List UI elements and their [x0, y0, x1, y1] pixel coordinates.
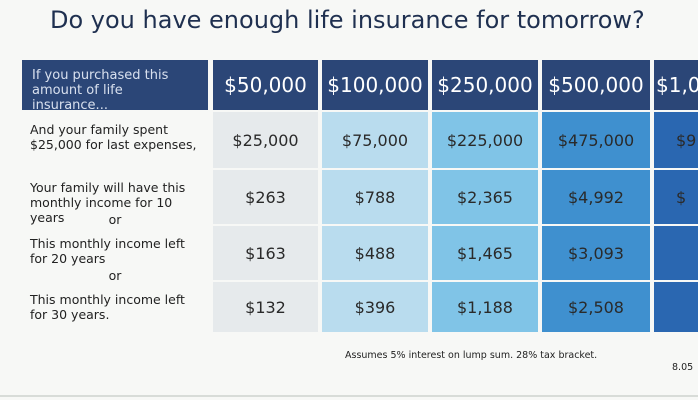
connector: or [108, 212, 122, 227]
row-label-line: monthly income for 10 years [30, 195, 173, 225]
cell: $396 [322, 282, 428, 332]
column-header: $500,000 [542, 60, 650, 110]
cell: $163 [213, 226, 318, 280]
cell: $75,000 [322, 112, 428, 168]
cell: $475,000 [542, 112, 650, 168]
header-label: If you purchased this amount of life insu… [22, 60, 208, 113]
bottom-rule [0, 395, 698, 397]
cell: $2,508 [542, 282, 650, 332]
cell: $3,093 [542, 226, 650, 280]
cell-blank [654, 282, 698, 332]
cell: $ [654, 170, 698, 224]
row-label: And your family spent $25,000 for last ex… [0, 122, 210, 152]
column-header: $50,000 [213, 60, 318, 110]
cell: $1,465 [432, 226, 538, 280]
cell: $1,188 [432, 282, 538, 332]
footnote: Assumes 5% interest on lump sum. 28% tax… [345, 350, 598, 361]
cell-blank [654, 226, 698, 280]
connector: or [108, 268, 122, 283]
cell: $488 [322, 226, 428, 280]
column-header: $1,00 [654, 60, 698, 110]
row-label-line: for 30 years. [30, 307, 110, 322]
row-label: This monthly income left for 20 years [0, 236, 210, 266]
row-label-line: Your family will have this [30, 180, 186, 195]
cell: $132 [213, 282, 318, 332]
cell: $9 [654, 112, 698, 168]
row-label-line: This monthly income left [30, 236, 185, 251]
header-label-line: amount of life insurance... [32, 83, 123, 113]
cell: $2,365 [432, 170, 538, 224]
row-label-line: And your family spent [30, 122, 168, 137]
row-label-line: This monthly income left [30, 292, 185, 307]
title: Do you have enough life insurance for to… [50, 6, 645, 34]
row-label-line: for 20 years [30, 251, 106, 266]
row-label: Your family will have this monthly income… [0, 180, 210, 225]
header-label-line: If you purchased this [32, 68, 169, 83]
cell: $225,000 [432, 112, 538, 168]
row-label-line: $25,000 for last expenses, [30, 137, 197, 152]
cell: $25,000 [213, 112, 318, 168]
cell: $788 [322, 170, 428, 224]
row-label: This monthly income left for 30 years. [0, 292, 210, 322]
column-header: $250,000 [432, 60, 538, 110]
cell: $4,992 [542, 170, 650, 224]
page-code: 8.05 [672, 362, 694, 373]
column-header: $100,000 [322, 60, 428, 110]
cell: $263 [213, 170, 318, 224]
